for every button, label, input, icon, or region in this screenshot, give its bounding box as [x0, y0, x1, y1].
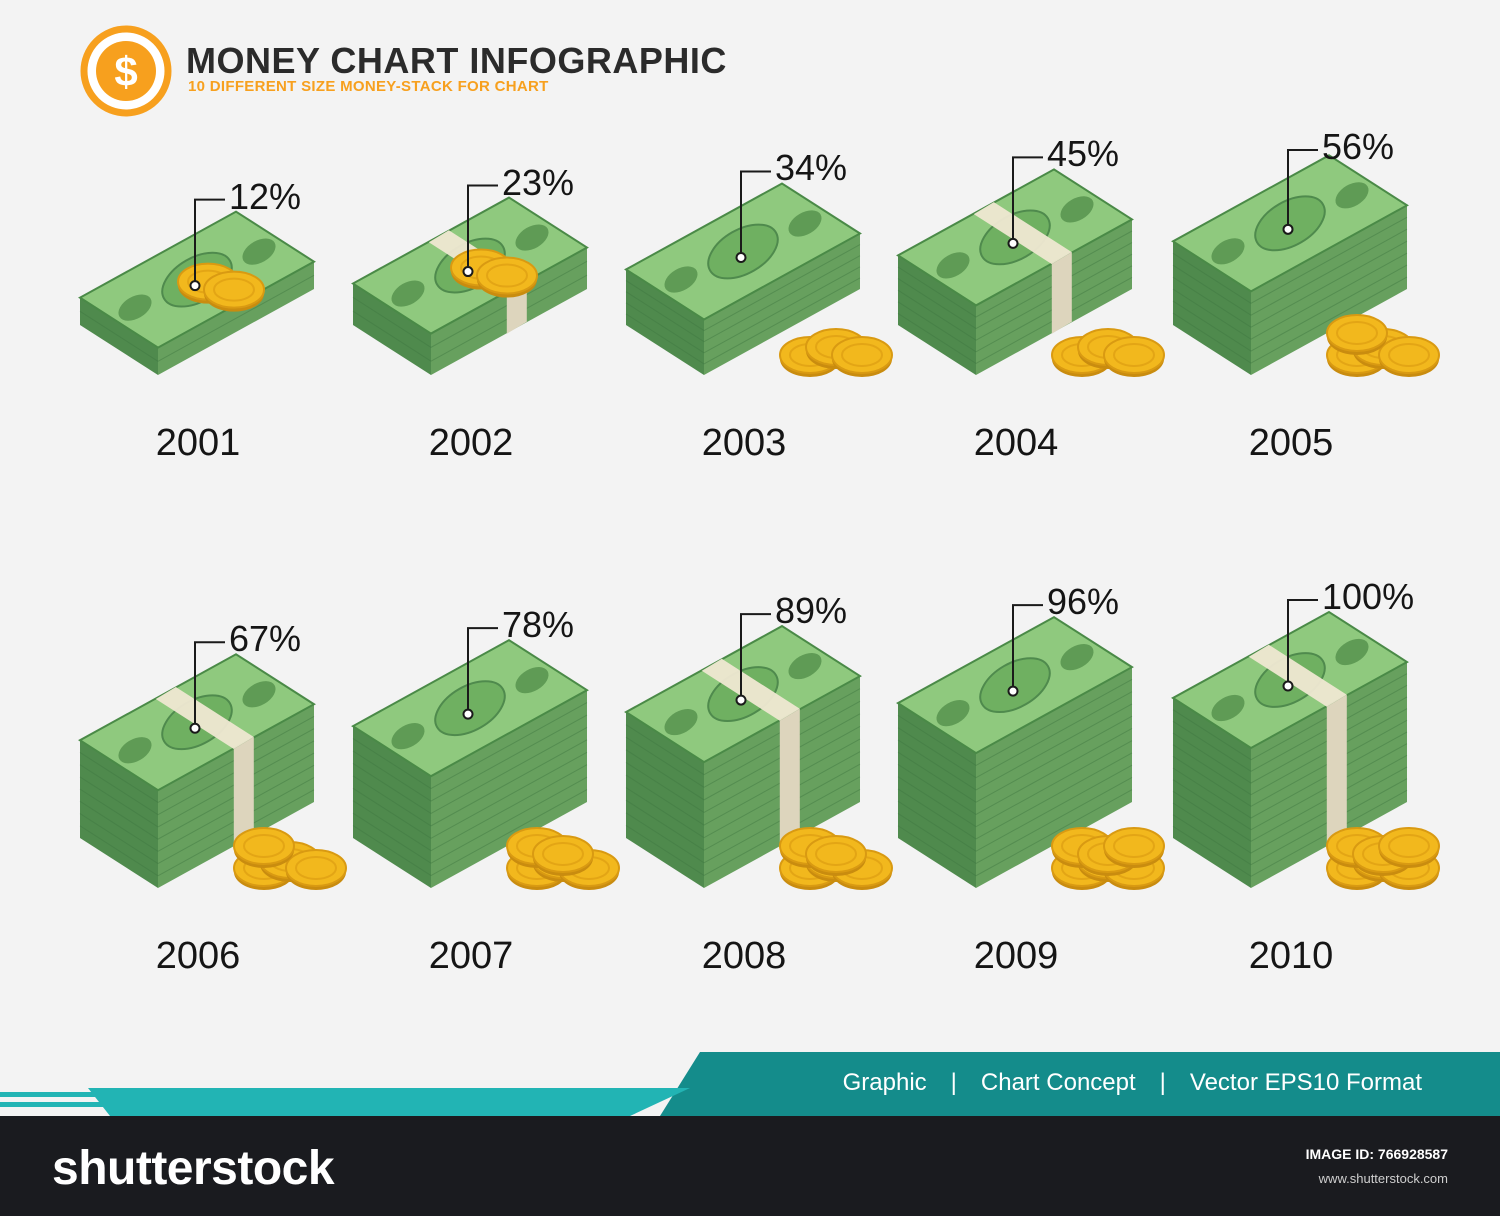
category-label-2006: 2006	[155, 935, 241, 977]
pointer-dot	[189, 280, 201, 292]
money-stack-2009	[896, 604, 1165, 890]
coin-pile-icon	[779, 827, 893, 890]
pointer-line	[1012, 156, 1043, 244]
money-stack-2004	[896, 156, 1165, 377]
footer-separator: |	[950, 1069, 957, 1096]
value-label-2004: 45%	[1047, 133, 1120, 175]
pointer-line	[467, 184, 498, 272]
category-label-2008: 2008	[701, 935, 787, 977]
money-stack-2002	[351, 184, 589, 375]
logo-dollar-symbol: $	[114, 48, 137, 95]
money-stack-2006	[78, 641, 347, 890]
value-label-2009: 96%	[1047, 581, 1120, 623]
stock-footer-bar	[0, 1116, 1500, 1216]
value-label-2008: 89%	[775, 590, 848, 632]
category-label-2005: 2005	[1248, 422, 1334, 464]
footer-tag-graphic: Graphic	[842, 1069, 927, 1096]
category-label-2010: 2010	[1248, 935, 1334, 977]
pointer-line	[740, 613, 771, 701]
value-label-2006: 67%	[229, 618, 302, 660]
money-stack-2008	[624, 613, 893, 890]
coin-pile-icon	[1326, 827, 1440, 890]
footer-separator: |	[1159, 1069, 1166, 1096]
coin-pile-icon	[1051, 328, 1165, 377]
category-label-2007: 2007	[428, 935, 514, 977]
pointer-line	[1287, 599, 1318, 686]
value-label-2001: 12%	[229, 175, 302, 217]
money-stack-2003	[624, 170, 893, 377]
footer-decoration	[0, 1052, 1500, 1116]
value-label-2002: 23%	[502, 161, 575, 203]
money-stack-2005	[1171, 149, 1440, 377]
pointer-line	[194, 198, 225, 286]
money-stack-2010	[1171, 599, 1440, 890]
coin-pile-icon	[233, 827, 347, 890]
coin-pile-icon	[506, 827, 620, 890]
pointer-line	[467, 627, 498, 715]
pointer-dot	[462, 708, 474, 720]
pointer-dot	[1282, 680, 1294, 692]
pointer-dot	[735, 694, 747, 706]
shutterstock-logo[interactable]: shutterstock	[52, 1142, 335, 1195]
category-label-2002: 2002	[428, 422, 514, 464]
value-label-2010: 100%	[1322, 576, 1415, 617]
category-label-2003: 2003	[701, 422, 787, 464]
pointer-dot	[462, 266, 474, 278]
money-stack-2007	[351, 627, 620, 890]
pointer-line	[740, 170, 771, 258]
coin-pile-icon	[779, 328, 893, 377]
category-label-2001: 2001	[155, 422, 241, 464]
stock-url-link[interactable]: www.shutterstock.com	[1318, 1171, 1448, 1186]
money-stacks	[78, 149, 1440, 890]
footer-tag-vector-format: Vector EPS10 Format	[1189, 1069, 1422, 1096]
pointer-line	[1012, 604, 1043, 692]
pointer-dot	[735, 251, 747, 263]
value-label-2005: 56%	[1322, 126, 1395, 167]
value-label-2003: 34%	[775, 147, 848, 189]
pointer-line	[194, 641, 225, 729]
footer-tag-list: Graphic | Chart Concept | Vector EPS10 F…	[700, 1053, 1500, 1113]
money-stack-2001	[78, 198, 316, 375]
pointer-dot	[1282, 223, 1294, 235]
page-subtitle: 10 DIFFERENT SIZE MONEY-STACK FOR CHART	[188, 78, 549, 95]
coin-pile-icon	[1326, 314, 1440, 377]
pointer-dot	[1007, 685, 1019, 697]
pointer-line	[1287, 149, 1318, 230]
coin-pile-icon	[1051, 827, 1165, 890]
pointer-dot	[189, 722, 201, 734]
dollar-coin-icon: $	[80, 25, 172, 117]
coin-pile-icon	[177, 262, 265, 312]
coin-pile-icon	[450, 248, 538, 298]
category-label-2004: 2004	[973, 422, 1059, 464]
category-label-2009: 2009	[973, 935, 1059, 977]
image-id-label: IMAGE ID: 766928587	[1305, 1146, 1448, 1162]
pointer-dot	[1007, 237, 1019, 249]
footer-tag-chart-concept: Chart Concept	[980, 1069, 1136, 1096]
value-label-2007: 78%	[502, 604, 575, 646]
page-title: MONEY CHART INFOGRAPHIC	[186, 40, 727, 81]
